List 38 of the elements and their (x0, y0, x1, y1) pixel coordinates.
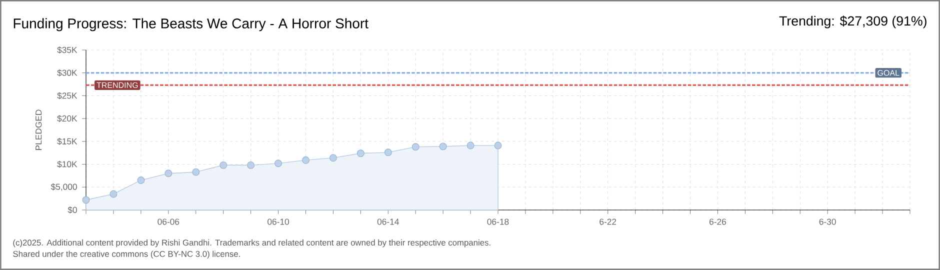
y-tick-label: $25K (57, 92, 78, 100)
text: (c)2025. Additional content provided by Rishi Gandhi. Trademarks and related content are owned by their respective companies. (13, 239, 490, 248)
point (302, 156, 310, 164)
chart-subtitle: Trending: $27,309 (91%) (779, 16, 926, 28)
point (494, 142, 502, 150)
point (192, 168, 200, 176)
x-tick-label: 06-10 (268, 218, 290, 225)
ref-line-label: TRENDING (96, 82, 138, 88)
y-tick-label: $10K (57, 160, 78, 168)
y-tick-label: $35K (57, 46, 78, 54)
point (329, 154, 337, 162)
y-tick-label: $30K (57, 69, 78, 76)
x-tick-label: 6-22 (600, 218, 616, 225)
point (274, 160, 282, 168)
x-tick-label: 06-14 (377, 218, 399, 225)
point (82, 196, 90, 204)
y-tick-label: $5,000 (50, 183, 77, 191)
ref-line-label: GOAL (878, 70, 900, 76)
point (164, 170, 172, 178)
text: Shared under the creative commons (CC BY-NC 3.0) license. (13, 250, 240, 259)
point (439, 142, 447, 150)
point (247, 161, 255, 169)
y-axis-title: PLEDGED (36, 110, 42, 150)
x-tick-label: 6-30 (819, 218, 836, 225)
point (220, 161, 228, 169)
x-tick-label: 6-26 (709, 218, 726, 225)
chart-title: Funding Progress: The Beasts We Carry - A Horror Short (14, 18, 368, 32)
x-tick-label: 06-06 (158, 218, 180, 225)
point (384, 148, 392, 156)
x-tick-label: 06-18 (487, 218, 509, 225)
point (356, 150, 364, 158)
point (110, 190, 118, 198)
point (412, 143, 420, 151)
y-tick-label: $0 (68, 206, 77, 214)
y-tick-label: $15K (57, 138, 78, 145)
y-tick-label: $20K (57, 115, 78, 122)
point (137, 176, 145, 184)
point (466, 142, 474, 150)
